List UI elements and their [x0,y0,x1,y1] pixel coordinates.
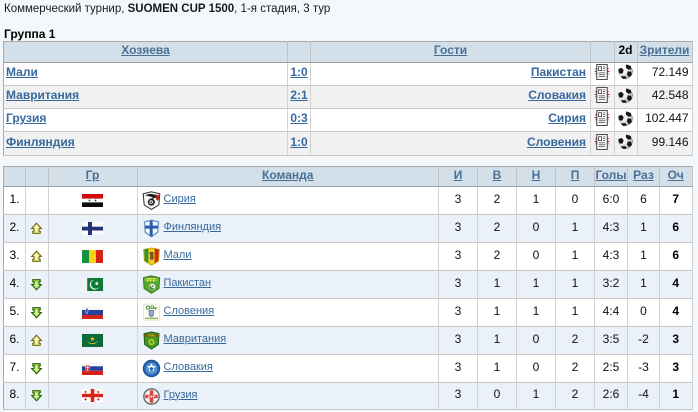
svg-text:FFIM: FFIM [148,333,155,337]
svg-text:PFF: PFF [146,278,155,284]
svg-text:GFF: GFF [147,394,156,399]
